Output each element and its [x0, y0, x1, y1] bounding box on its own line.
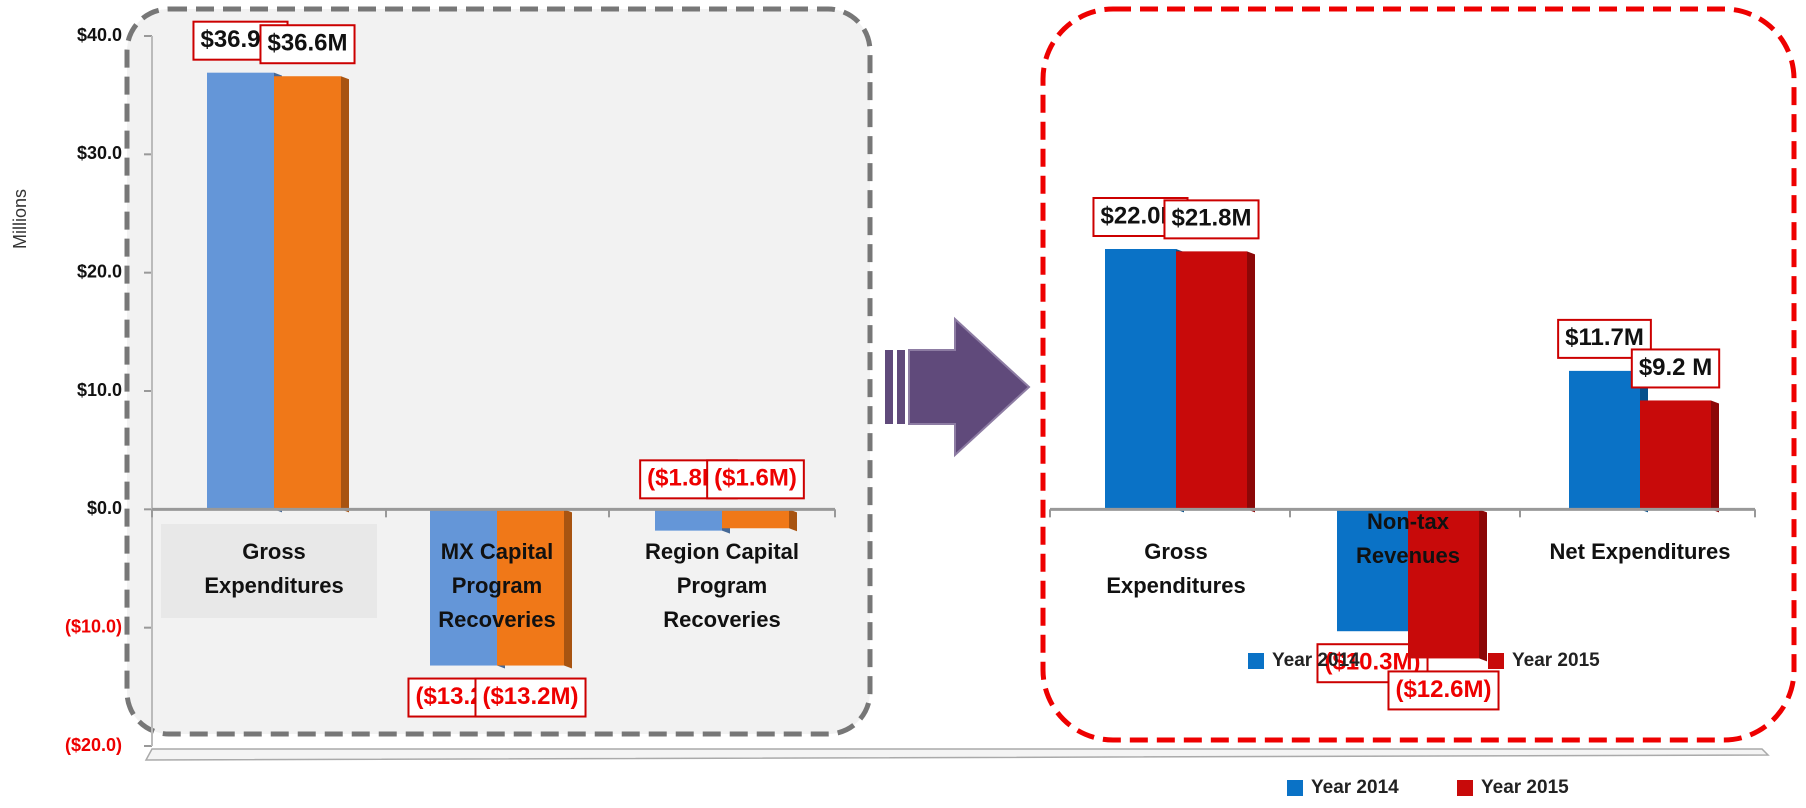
- data-label: ($1.6M): [714, 465, 797, 492]
- data-label-box: [1630, 348, 1721, 389]
- data-label: $11.7M: [1565, 324, 1644, 351]
- legend-label: Year 2014: [1272, 650, 1360, 671]
- legend-swatch: [1287, 780, 1303, 796]
- label-highlight: [161, 524, 377, 618]
- y-tick-label: $10.0: [77, 380, 122, 400]
- bar: [1408, 509, 1479, 659]
- data-label-box: [259, 24, 356, 65]
- arrow: [885, 316, 1031, 458]
- legend-swatch: [1488, 653, 1504, 669]
- bar: [430, 509, 497, 666]
- x-tick-label: MX Capital Program Recoveries: [438, 539, 556, 632]
- data-label-box: [1387, 670, 1500, 711]
- data-label: $21.8M: [1171, 205, 1251, 232]
- x-tick-label: Gross Expenditures: [1106, 539, 1246, 598]
- bar: [655, 509, 722, 531]
- bar-side: [1247, 251, 1255, 513]
- y-tick-label: ($10.0): [65, 616, 122, 636]
- bar: [274, 76, 341, 510]
- legend-swatch: [1248, 653, 1264, 669]
- x-tick-label: Non-tax Revenues: [1356, 509, 1460, 568]
- data-label: $36.6M: [267, 30, 347, 57]
- legend-label: Year 2014: [1311, 777, 1399, 798]
- data-label: $9.2 M: [1639, 354, 1712, 381]
- floor: [144, 748, 1770, 761]
- bar: [207, 72, 274, 510]
- bar-side: [564, 509, 572, 669]
- x-tick-label: Net Expenditures: [1549, 539, 1731, 564]
- bar: [722, 509, 789, 529]
- y-tick-label: ($20.0): [65, 735, 122, 755]
- bar: [1337, 509, 1408, 632]
- y-tick-label: $40.0: [77, 25, 122, 45]
- bar-side: [1711, 400, 1719, 513]
- bar-side: [1479, 509, 1487, 662]
- bar: [1569, 370, 1640, 510]
- x-tick-label: Region Capital Program Recoveries: [644, 539, 799, 632]
- bar-side: [789, 509, 797, 532]
- legend-swatch: [1457, 780, 1473, 796]
- data-label: ($13.2M): [482, 683, 578, 710]
- bar: [1176, 251, 1247, 510]
- bar: [1105, 249, 1176, 510]
- y-tick-label: $0.0: [87, 498, 122, 518]
- data-label-box: [1163, 199, 1260, 240]
- legend-label: Year 2015: [1512, 650, 1600, 671]
- data-label-box: [1557, 318, 1652, 359]
- y-axis-title: Millions: [10, 189, 30, 249]
- bar: [1640, 400, 1711, 510]
- group-box: [1040, 6, 1797, 743]
- x-tick-label: Gross Expenditures: [204, 539, 344, 598]
- legend-label: Year 2015: [1481, 777, 1569, 798]
- data-label: ($12.6M): [1395, 676, 1491, 703]
- bar: [497, 509, 564, 666]
- y-tick-label: $30.0: [77, 143, 122, 163]
- data-label-box: [706, 459, 805, 500]
- data-label-box: [474, 677, 587, 718]
- bar-side: [341, 76, 349, 513]
- y-tick-label: $20.0: [77, 261, 122, 281]
